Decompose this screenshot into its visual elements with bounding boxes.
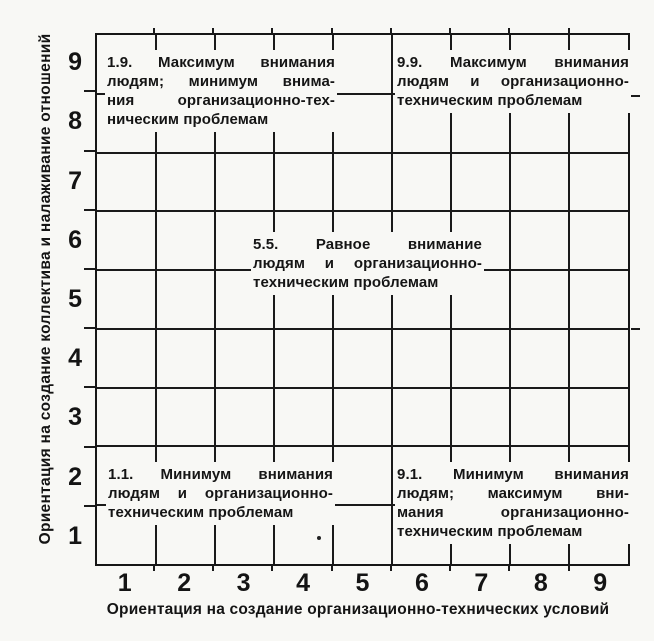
cell-label-1-9: 1.9. Максимум внимания людям; минимум вн… <box>105 50 337 132</box>
cell-label-line: 1.9. Максимум внимания <box>107 54 335 71</box>
left-axis-tick <box>84 505 95 507</box>
cell-label-line: техническим проблемам <box>253 274 439 291</box>
grid-vline <box>272 35 275 564</box>
grid-vline <box>154 35 157 564</box>
top-axis-tick <box>390 28 392 34</box>
left-axis-tick <box>84 446 95 448</box>
top-axis-tick <box>449 28 451 34</box>
left-axis-tick <box>84 209 95 211</box>
grid-hline <box>97 386 628 389</box>
cell-label-9-1: 9.1. Минимум внимания людям; максимум вн… <box>395 462 631 544</box>
cell-label-line: людям и организационно- <box>397 73 629 90</box>
right-axis-tick <box>631 328 640 330</box>
x-axis-label: Ориентация на создание организационно-те… <box>106 601 610 618</box>
x-tick-1: 1 <box>117 568 132 597</box>
cell-label-line: людям; минимум внима- <box>107 73 335 90</box>
cell-label-line: 5.5. Равное внимание <box>253 236 482 253</box>
y-tick-7: 7 <box>68 166 82 195</box>
grid-hline <box>97 92 628 95</box>
left-axis-tick <box>84 327 95 329</box>
y-tick-8: 8 <box>68 107 82 136</box>
y-tick-1: 1 <box>68 521 82 550</box>
cell-label-line: людям и организационно- <box>108 485 333 502</box>
cell-label-5-5: 5.5. Равное внимание людям и организацио… <box>251 232 484 295</box>
grid-vline <box>391 35 393 564</box>
x-tick-3: 3 <box>236 568 251 597</box>
x-tick-9: 9 <box>593 568 608 597</box>
y-tick-9: 9 <box>68 48 82 77</box>
cell-label-line: техническим проблемам <box>397 92 583 109</box>
right-axis-tick <box>631 95 640 97</box>
bottom-axis-tick <box>449 565 451 571</box>
top-axis-tick <box>331 28 333 34</box>
cell-label-line: людям; максимум вни- <box>397 485 629 502</box>
y-axis-ticks: 9 8 7 6 5 4 3 2 1 <box>50 33 88 566</box>
y-tick-2: 2 <box>68 462 82 491</box>
cell-label-line: людям и организационно- <box>253 255 482 272</box>
y-tick-3: 3 <box>68 403 82 432</box>
left-axis-tick <box>84 268 95 270</box>
left-axis-tick <box>84 386 95 388</box>
y-tick-5: 5 <box>68 284 82 313</box>
grid-vline <box>213 35 216 564</box>
y-tick-4: 4 <box>68 344 82 373</box>
bottom-axis-tick <box>212 565 214 571</box>
cell-label-line: 1.1. Минимум внимания <box>108 466 333 483</box>
y-tick-6: 6 <box>68 225 82 254</box>
x-tick-8: 8 <box>533 568 548 597</box>
top-axis-tick <box>508 28 510 34</box>
top-axis-tick <box>271 28 273 34</box>
bottom-axis-tick <box>331 565 333 571</box>
grid-hline <box>97 504 628 507</box>
grid-vline <box>509 35 511 564</box>
stray-print-dot <box>317 536 321 540</box>
cell-label-line: техническим проблемам <box>397 523 583 540</box>
bottom-axis-tick <box>568 565 570 571</box>
cell-label-line: ния организационно-тех- <box>107 92 335 109</box>
top-axis-tick <box>153 28 155 34</box>
cell-label-line: мания организационно- <box>397 504 629 521</box>
grid-hline <box>97 210 628 213</box>
x-tick-4: 4 <box>296 568 310 597</box>
x-axis-ticks: 1 2 3 4 5 6 7 8 9 <box>95 569 630 597</box>
x-tick-5: 5 <box>355 568 370 597</box>
grid-vline <box>449 35 452 564</box>
bottom-axis-tick <box>153 565 155 571</box>
x-tick-2: 2 <box>177 568 192 597</box>
x-tick-7: 7 <box>474 568 489 597</box>
x-tick-6: 6 <box>414 568 429 597</box>
top-axis-tick <box>212 28 214 34</box>
top-axis-tick <box>568 28 570 34</box>
grid-vline <box>331 35 334 564</box>
left-axis-tick <box>84 90 95 92</box>
grid-hline <box>97 151 628 154</box>
cell-label-line: ническим проблемам <box>107 111 269 128</box>
left-axis-tick <box>84 150 95 152</box>
bottom-axis-tick <box>390 565 392 571</box>
cell-label-line: 9.9. Максимум внимания <box>397 54 629 71</box>
grid-hline <box>97 327 628 330</box>
grid-vline <box>567 35 570 564</box>
bottom-axis-tick <box>508 565 510 571</box>
cell-label-9-9: 9.9. Максимум внимания людям и организац… <box>395 50 631 113</box>
bottom-axis-tick <box>271 565 273 571</box>
cell-label-line: техническим проблемам <box>108 504 294 521</box>
grid-hline <box>97 445 628 448</box>
cell-label-line: 9.1. Минимум внимания <box>397 466 629 483</box>
cell-label-1-1: 1.1. Минимум внимания людям и организаци… <box>106 462 335 525</box>
